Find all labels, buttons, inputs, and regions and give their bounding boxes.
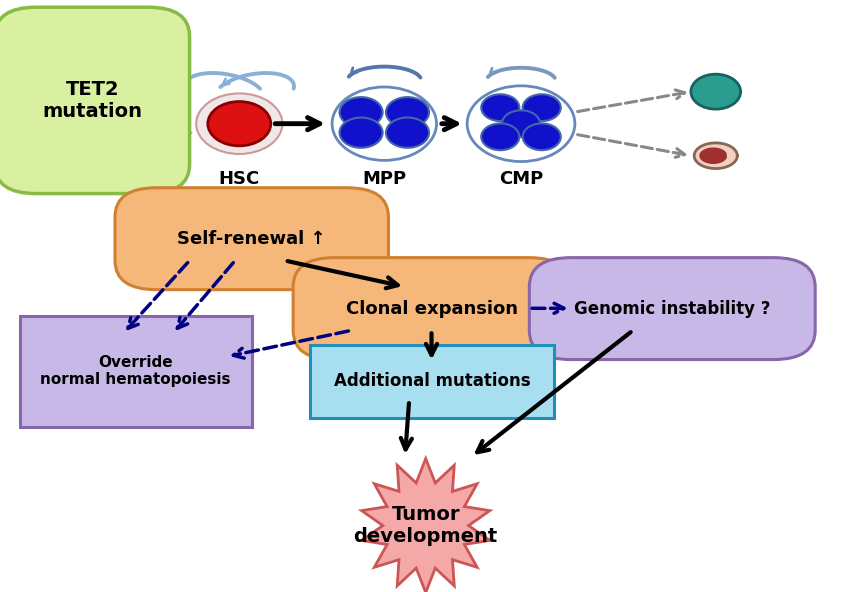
- Circle shape: [523, 94, 561, 121]
- Text: Additional mutations: Additional mutations: [334, 372, 530, 390]
- Circle shape: [502, 110, 540, 137]
- Circle shape: [523, 123, 561, 150]
- Circle shape: [196, 94, 282, 154]
- Polygon shape: [694, 143, 737, 169]
- Text: Self-renewal ↑: Self-renewal ↑: [178, 230, 326, 247]
- Circle shape: [386, 97, 429, 127]
- Circle shape: [691, 74, 740, 109]
- Circle shape: [208, 102, 271, 146]
- Circle shape: [481, 94, 519, 121]
- FancyBboxPatch shape: [293, 258, 571, 359]
- Polygon shape: [700, 148, 726, 163]
- Text: Override
normal hematopoiesis: Override normal hematopoiesis: [40, 355, 231, 387]
- Text: Tumor
development: Tumor development: [353, 505, 498, 546]
- FancyBboxPatch shape: [529, 258, 815, 359]
- Circle shape: [340, 97, 383, 127]
- Circle shape: [340, 118, 383, 148]
- Circle shape: [481, 123, 519, 150]
- Text: Clonal expansion: Clonal expansion: [346, 300, 518, 317]
- Text: MPP: MPP: [362, 170, 407, 188]
- Text: TET2
mutation: TET2 mutation: [42, 80, 142, 121]
- Text: Genomic instability ?: Genomic instability ?: [574, 300, 770, 317]
- Circle shape: [386, 118, 429, 148]
- FancyBboxPatch shape: [310, 345, 554, 418]
- FancyBboxPatch shape: [0, 7, 190, 194]
- Text: HSC: HSC: [219, 170, 260, 188]
- Text: CMP: CMP: [498, 170, 543, 188]
- FancyBboxPatch shape: [20, 316, 251, 426]
- FancyBboxPatch shape: [115, 188, 389, 289]
- Polygon shape: [361, 459, 490, 592]
- Polygon shape: [90, 92, 192, 173]
